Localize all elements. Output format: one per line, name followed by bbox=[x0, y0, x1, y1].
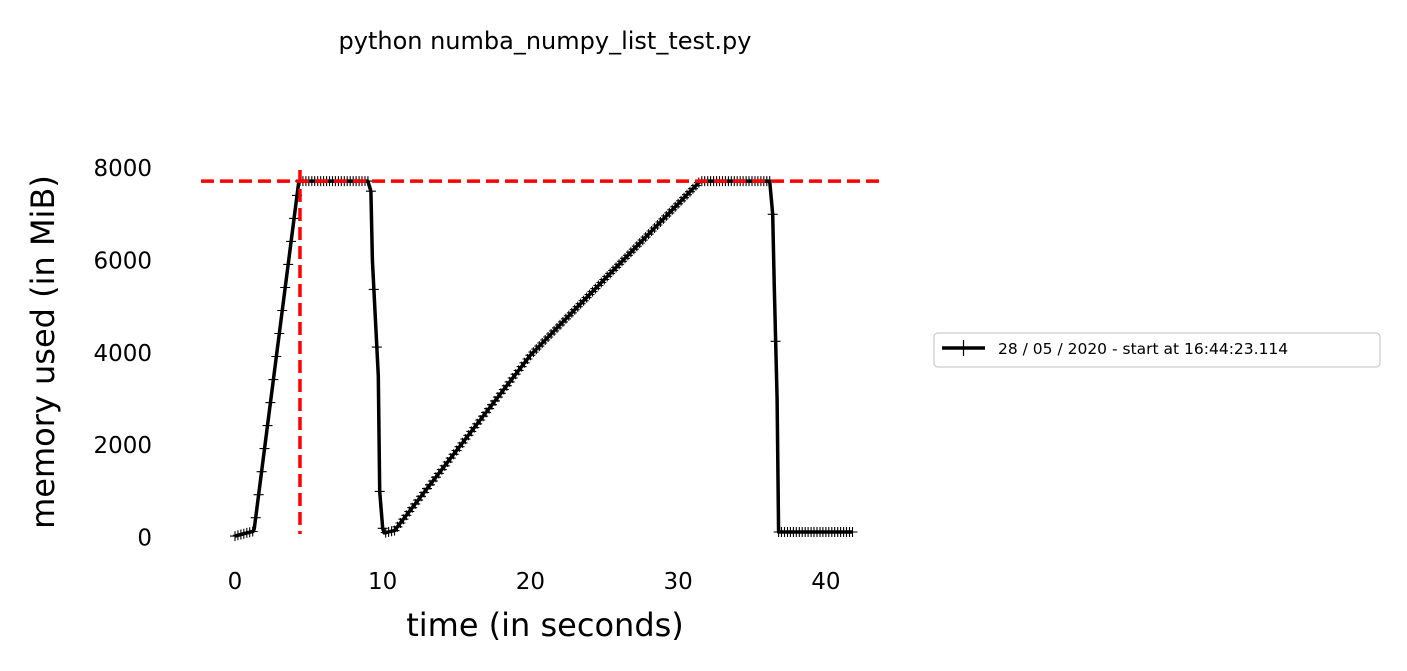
series-line bbox=[234, 179, 853, 538]
legend-frame bbox=[933, 332, 1381, 368]
x-axis-label: time (in seconds) bbox=[406, 606, 684, 644]
legend-marker-swatch bbox=[955, 340, 972, 356]
x-tick-label: 0 bbox=[228, 569, 243, 595]
y-tick-label: 4000 bbox=[93, 341, 152, 367]
y-tick-label: 6000 bbox=[93, 249, 152, 275]
legend: 28 / 05 / 2020 - start at 16:44:23.114 bbox=[933, 332, 1381, 368]
x-tick-label: 30 bbox=[664, 569, 693, 595]
reference-lines bbox=[201, 170, 882, 534]
series-layer bbox=[230, 176, 858, 542]
series-markers bbox=[230, 176, 858, 542]
y-axis-ticks: 0 2000 4000 6000 8000 bbox=[93, 156, 152, 551]
y-axis-label: memory used (in MiB) bbox=[24, 175, 62, 529]
x-tick-label: 10 bbox=[368, 569, 397, 595]
y-tick-label: 0 bbox=[137, 526, 152, 552]
x-tick-label: 40 bbox=[811, 569, 840, 595]
y-tick-label: 8000 bbox=[93, 156, 152, 182]
x-tick-label: 20 bbox=[516, 569, 545, 595]
x-axis-ticks: 0 10 20 30 40 bbox=[228, 569, 841, 595]
legend-entry-label: 28 / 05 / 2020 - start at 16:44:23.114 bbox=[998, 340, 1288, 358]
chart-title: python numba_numpy_list_test.py bbox=[339, 27, 752, 55]
y-tick-label: 2000 bbox=[93, 433, 152, 459]
